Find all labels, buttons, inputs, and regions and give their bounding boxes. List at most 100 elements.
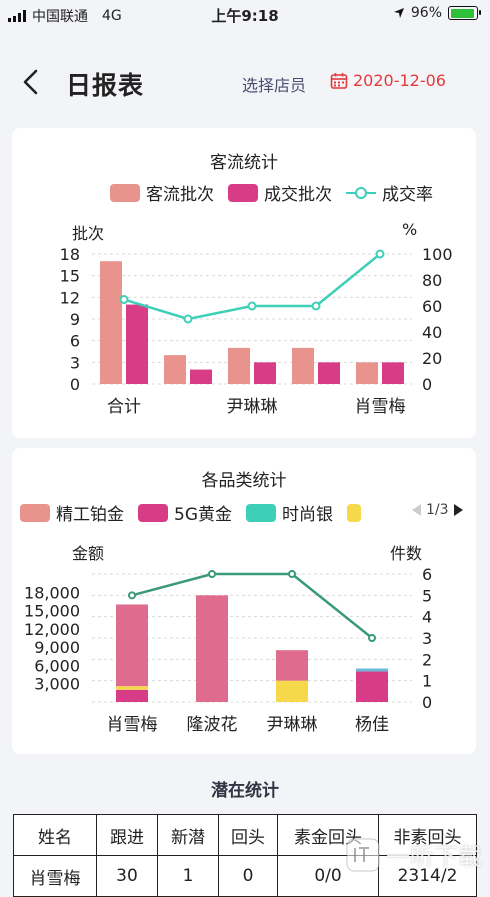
count-point bbox=[288, 570, 296, 578]
bar-silver bbox=[356, 668, 388, 672]
legend-swatch bbox=[347, 503, 361, 522]
legend-label: 5G黄金 bbox=[174, 505, 232, 525]
y-right-tick: 40 bbox=[422, 323, 442, 342]
cell-name: 肖雪梅 bbox=[13, 855, 97, 897]
bar-traffic bbox=[356, 362, 378, 384]
y-axis-right-label: % bbox=[402, 220, 418, 239]
x-axis-label: 尹琳琳 bbox=[227, 397, 278, 417]
y-right-tick: 0 bbox=[422, 693, 432, 712]
legend-item-platinum[interactable]: 精工铂金 bbox=[20, 500, 124, 525]
legend-item-rate[interactable]: 成交率 bbox=[346, 180, 433, 205]
y-left-tick: 18,000 bbox=[24, 583, 80, 602]
y-left-tick: 15,000 bbox=[24, 602, 80, 621]
y-axis-left-label: 批次 bbox=[72, 224, 105, 243]
y-left-tick: 3 bbox=[70, 353, 80, 372]
traffic-chart-title: 客流统计 bbox=[210, 153, 278, 173]
y-right-tick: 1 bbox=[422, 672, 432, 691]
count-point bbox=[128, 591, 136, 600]
cell-new: 1 bbox=[157, 855, 219, 897]
traffic-legend: 客流批次 成交批次 成交率 bbox=[110, 180, 433, 205]
legend-label: 时尚银 bbox=[282, 505, 333, 525]
battery-icon bbox=[448, 6, 481, 20]
bar-traffic bbox=[228, 347, 250, 384]
bar-deals bbox=[126, 304, 148, 384]
y-left-tick: 3,000 bbox=[34, 675, 80, 694]
y-left-tick: 9,000 bbox=[34, 638, 80, 657]
y-right-tick: 20 bbox=[422, 349, 442, 368]
bar-deals bbox=[254, 362, 276, 384]
y-left-tick: 12,000 bbox=[24, 620, 80, 639]
legend-item-partial[interactable] bbox=[347, 503, 367, 522]
network-type: 4G bbox=[102, 8, 122, 24]
table-header-row: 姓名 跟进 新潜 回头 素金回头 非素回头 bbox=[13, 814, 477, 856]
signal-icon bbox=[8, 10, 26, 22]
traffic-stats-card: 客流统计 客流批次 成交批次 成交率 批次 % 0 3 6 9 12 15 18 0 20 40 6… bbox=[12, 128, 476, 438]
y-right-tick: 2 bbox=[422, 650, 432, 669]
x-axis-label: 杨佳 bbox=[355, 715, 389, 735]
header-name: 姓名 bbox=[13, 814, 97, 856]
y-left-tick: 0 bbox=[70, 375, 80, 394]
watermark: 一听下载 bbox=[346, 837, 482, 872]
y-right-tick: 100 bbox=[422, 245, 453, 264]
category-legend: 精工铂金 5G黄金 时尚银 bbox=[20, 500, 367, 525]
header-nongold-return: 非素回头 bbox=[378, 814, 477, 856]
legend-item-traffic[interactable]: 客流批次 bbox=[110, 180, 214, 205]
bar-platinum bbox=[196, 595, 228, 702]
count-point bbox=[368, 634, 376, 642]
page-title: 日报表 bbox=[66, 71, 145, 100]
legend-pager: 1/3 bbox=[410, 502, 465, 518]
category-stats-card: 各品类统计 精工铂金 5G黄金 时尚银 1/3 金额 件数 3,000 6,000… bbox=[12, 448, 476, 754]
nav-bar: 日报表 选择店员 2020-12-06 bbox=[0, 50, 490, 114]
category-chart-title: 各品类统计 bbox=[201, 471, 287, 491]
rate-point bbox=[311, 301, 321, 311]
y-right-tick: 80 bbox=[422, 271, 442, 290]
legend-swatch bbox=[138, 503, 168, 522]
bar-5g-gold bbox=[356, 671, 388, 702]
bar-deals bbox=[318, 362, 340, 384]
legend-swatch bbox=[246, 503, 276, 522]
bar-platinum bbox=[276, 650, 308, 681]
legend-swatch bbox=[110, 183, 140, 202]
watermark-logo-icon bbox=[346, 838, 380, 871]
x-axis-label: 肖雪梅 bbox=[355, 397, 406, 417]
y-right-tick: 3 bbox=[422, 629, 432, 648]
y-right-tick: 5 bbox=[422, 586, 432, 605]
date-picker[interactable]: 2020-12-06 bbox=[330, 71, 446, 90]
battery-percent: 96% bbox=[410, 5, 442, 21]
legend-label: 客流批次 bbox=[146, 185, 214, 205]
select-staff-button[interactable]: 选择店员 bbox=[242, 76, 307, 95]
bar-deals bbox=[190, 369, 212, 384]
x-axis-label: 合计 bbox=[107, 397, 141, 417]
bar-traffic bbox=[164, 355, 186, 384]
count-point bbox=[208, 570, 216, 578]
y-axis-left-label: 金额 bbox=[72, 544, 105, 563]
bar-platinum bbox=[116, 604, 148, 687]
legend-item-5g-gold[interactable]: 5G黄金 bbox=[138, 500, 232, 525]
rate-point bbox=[375, 249, 385, 259]
header-return: 回头 bbox=[218, 814, 278, 856]
bar-other bbox=[276, 680, 308, 702]
rate-point bbox=[183, 314, 193, 324]
back-arrow-icon[interactable] bbox=[18, 68, 46, 96]
legend-item-deals[interactable]: 成交批次 bbox=[228, 180, 332, 205]
header-new: 新潜 bbox=[157, 814, 219, 856]
x-axis-label: 隆波花 bbox=[187, 715, 238, 735]
pager-prev-icon[interactable] bbox=[410, 503, 422, 517]
rate-point bbox=[119, 295, 129, 304]
y-left-tick: 9 bbox=[70, 310, 80, 329]
carrier-name: 中国联通 bbox=[32, 9, 88, 25]
pager-next-icon[interactable] bbox=[453, 503, 465, 517]
legend-label: 成交率 bbox=[382, 185, 433, 205]
legend-label: 精工铂金 bbox=[56, 505, 124, 525]
x-axis-label: 尹琳琳 bbox=[267, 715, 318, 735]
legend-item-silver[interactable]: 时尚银 bbox=[246, 500, 333, 525]
y-right-tick: 6 bbox=[422, 565, 432, 584]
header-follow: 跟进 bbox=[96, 814, 158, 856]
y-axis-right-label: 件数 bbox=[390, 544, 423, 563]
calendar-icon bbox=[330, 72, 348, 89]
rate-point bbox=[247, 301, 257, 311]
legend-swatch bbox=[20, 503, 50, 522]
y-right-tick: 0 bbox=[422, 375, 432, 394]
location-icon bbox=[393, 8, 404, 18]
